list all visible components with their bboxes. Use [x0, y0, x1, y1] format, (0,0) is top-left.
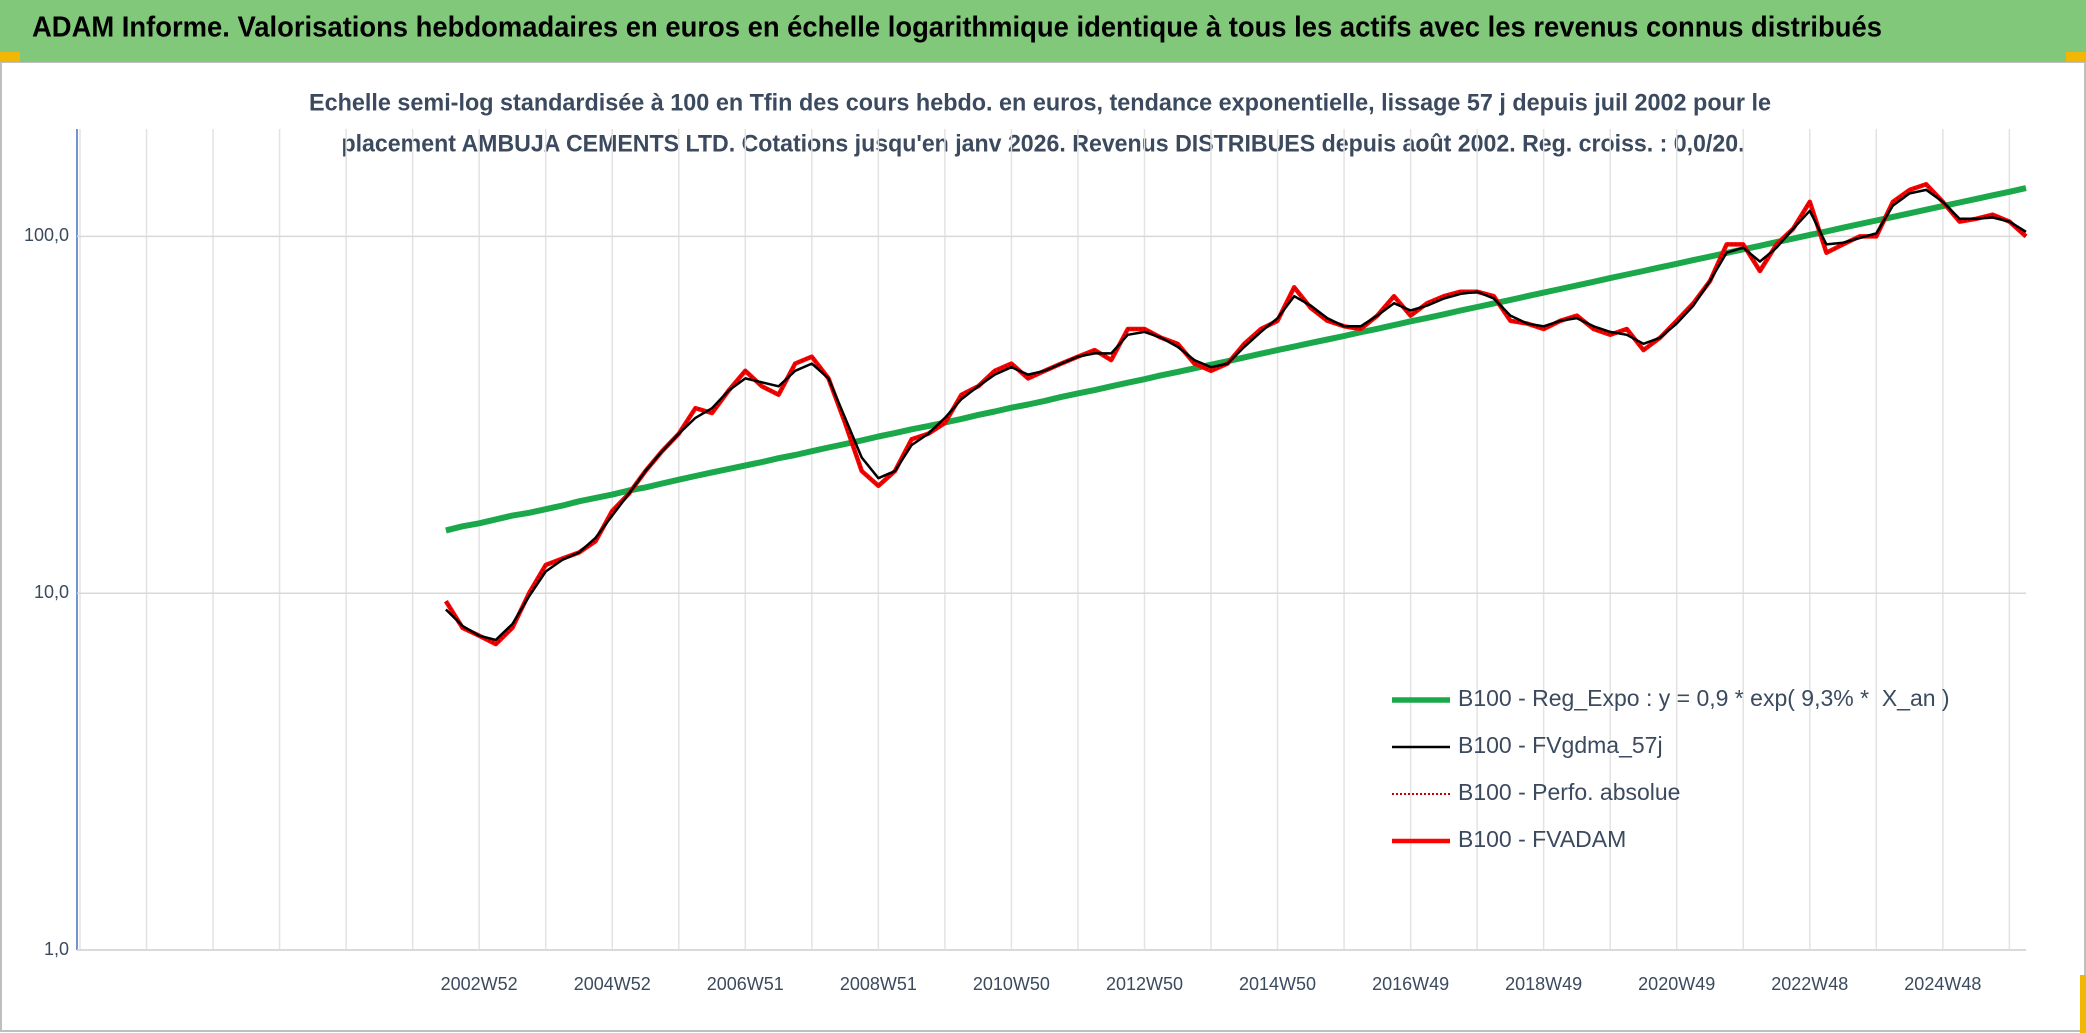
- x-tick-label: 2012W50: [1106, 974, 1183, 994]
- legend-label: B100 - FVADAM: [1458, 826, 1626, 852]
- chart-title: placement AMBUJA CEMENTS LTD. Cotations …: [342, 130, 1745, 157]
- corner-mark: [2080, 975, 2086, 1033]
- x-tick-label: 2020W49: [1638, 974, 1715, 994]
- grid: [77, 129, 2026, 951]
- corner-mark: [2066, 52, 2086, 62]
- x-tick-label: 2022W48: [1771, 974, 1848, 994]
- header-title: ADAM Informe. Valorisations hebdomadaire…: [32, 12, 1882, 44]
- x-tick-label: 2008W51: [840, 974, 917, 994]
- legend-label: B100 - Reg_Expo : y = 0,9 * exp( 9,3% * …: [1458, 685, 1950, 711]
- x-tick-label: 2006W51: [707, 974, 784, 994]
- y-tick-label: 100,0: [24, 225, 69, 245]
- x-tick-label: 2002W52: [441, 974, 518, 994]
- x-tick-label: 2004W52: [574, 974, 651, 994]
- y-tick-label: 1,0: [44, 939, 69, 959]
- line-series: [445, 185, 2027, 534]
- header-bar: [0, 0, 2086, 62]
- line-series: [445, 188, 2027, 642]
- x-tick-label: 2024W48: [1904, 974, 1981, 994]
- x-tick-label: 2018W49: [1505, 974, 1582, 994]
- corner-mark: [0, 52, 20, 62]
- x-tick-label: 2016W49: [1372, 974, 1449, 994]
- y-tick-label: 10,0: [34, 582, 69, 602]
- x-tick-label: 2010W50: [973, 974, 1050, 994]
- legend-label: B100 - Perfo. absolue: [1458, 779, 1680, 805]
- legend-label: B100 - FVgdma_57j: [1458, 732, 1663, 758]
- chart-title: Echelle semi-log standardisée à 100 en T…: [309, 89, 1771, 116]
- x-tick-label: 2014W50: [1239, 974, 1316, 994]
